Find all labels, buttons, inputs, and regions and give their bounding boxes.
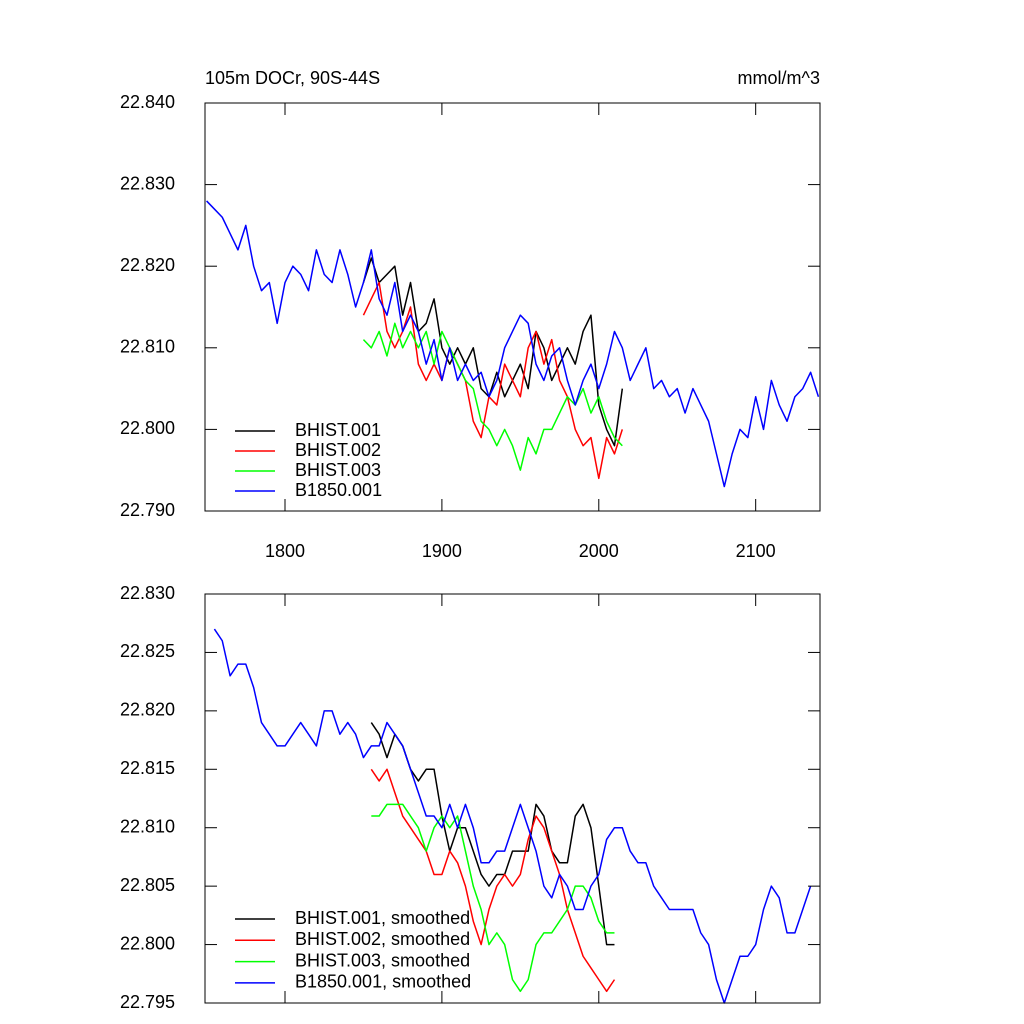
y-tick-label: 22.810 — [120, 337, 175, 357]
y-tick-label: 22.815 — [120, 758, 175, 778]
y-tick-label: 22.810 — [120, 816, 175, 836]
x-tick-label: 2000 — [579, 541, 619, 561]
y-tick-label: 22.820 — [120, 700, 175, 720]
y-tick-label: 22.840 — [120, 92, 175, 112]
legend-label: BHIST.002, smoothed — [295, 929, 470, 949]
legend-label: B1850.001 — [295, 480, 382, 500]
data-line — [362, 281, 624, 480]
x-tick-label: 1900 — [422, 541, 462, 561]
y-tick-label: 22.830 — [120, 173, 175, 193]
chart-title: 105m DOCr, 90S-44S — [205, 68, 380, 88]
units-label: mmol/m^3 — [738, 68, 820, 88]
legend-label: BHIST.002 — [295, 440, 381, 460]
x-tick-label: 2100 — [736, 541, 776, 561]
legend-label: BHIST.001, smoothed — [295, 908, 470, 928]
y-tick-label: 22.820 — [120, 255, 175, 275]
legend-label: B1850.001, smoothed — [295, 972, 471, 992]
y-tick-label: 22.790 — [120, 500, 175, 520]
legend-label: BHIST.001 — [295, 420, 381, 440]
data-line — [362, 322, 623, 471]
data-line — [370, 768, 616, 993]
y-tick-label: 22.800 — [120, 933, 175, 953]
plot-frame — [204, 102, 821, 512]
data-line — [206, 200, 820, 488]
y-tick-label: 22.805 — [120, 875, 175, 895]
y-tick-label: 22.800 — [120, 418, 175, 438]
data-line — [371, 803, 615, 993]
legend-label: BHIST.003 — [295, 460, 381, 480]
data-line — [362, 257, 624, 447]
x-tick-label: 1800 — [265, 541, 305, 561]
legend-label: BHIST.003, smoothed — [295, 950, 470, 970]
y-tick-label: 22.830 — [120, 583, 175, 603]
plot-frame — [204, 593, 821, 1004]
y-tick-label: 22.795 — [120, 992, 175, 1012]
y-tick-label: 22.825 — [120, 641, 175, 661]
data-line — [213, 628, 812, 1004]
